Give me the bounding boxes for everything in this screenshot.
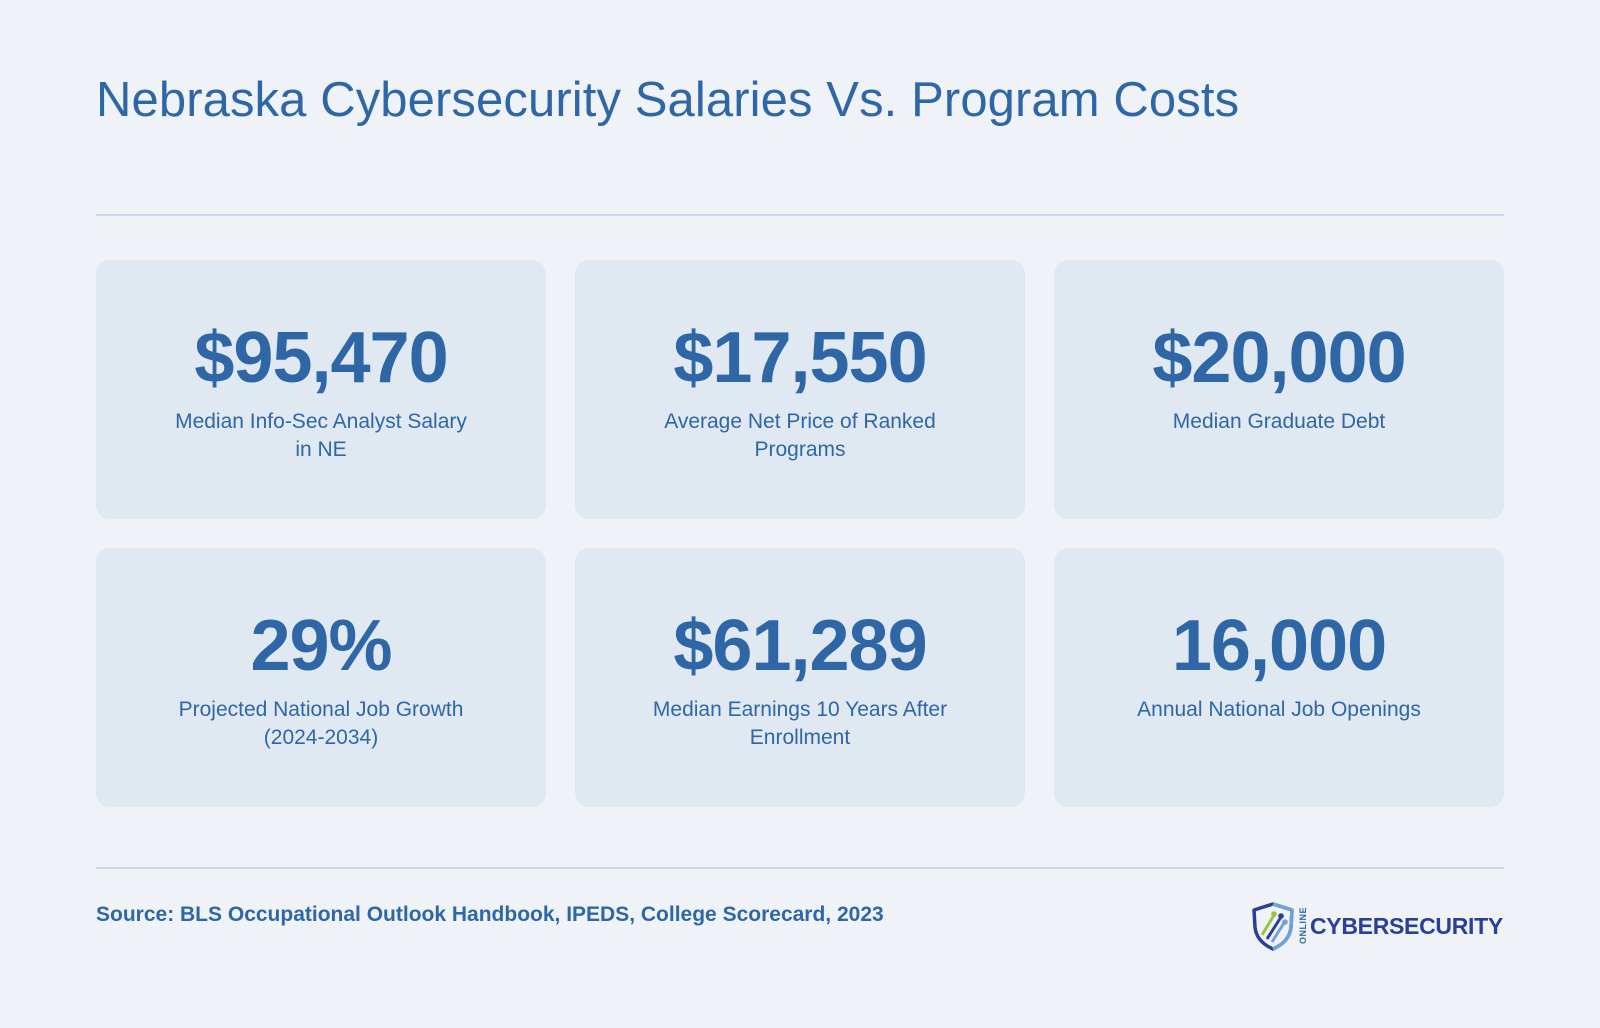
stat-label: Median Graduate Debt [1172, 410, 1386, 433]
stat-value: $95,470 [194, 318, 448, 398]
bottom-divider [96, 867, 1504, 869]
stat-value: $17,550 [673, 318, 927, 398]
stat-value: $20,000 [1152, 318, 1406, 398]
logo-online-text: ONLINE [1298, 907, 1308, 945]
page-title: Nebraska Cybersecurity Salaries Vs. Prog… [96, 73, 1240, 127]
stat-card-median-earnings: $61,289 Median Earnings 10 Years After E… [575, 548, 1025, 807]
stats-grid: $95,470 Median Info-Sec Analyst Salary i… [96, 260, 1504, 807]
top-divider [96, 214, 1504, 216]
stat-value: $61,289 [673, 606, 927, 686]
shield-icon [1252, 902, 1294, 951]
logo-wordmark: CYBERSECURITY [1310, 912, 1503, 939]
stat-label: Projected National Job Growth (2024-2034… [178, 698, 464, 749]
source-note: Source: BLS Occupational Outlook Handboo… [96, 903, 884, 926]
stat-card-job-openings: 16,000 Annual National Job Openings [1054, 548, 1504, 807]
stat-card-job-growth: 29% Projected National Job Growth (2024-… [96, 548, 546, 807]
stat-card-graduate-debt: $20,000 Median Graduate Debt [1054, 260, 1504, 519]
stat-label: Annual National Job Openings [1137, 698, 1421, 721]
stat-card-salary: $95,470 Median Info-Sec Analyst Salary i… [96, 260, 546, 519]
stat-label: Average Net Price of Ranked Programs [664, 410, 936, 461]
stat-value: 29% [250, 606, 392, 686]
stat-label: Median Earnings 10 Years After Enrollmen… [652, 698, 948, 749]
brand-logo[interactable]: ONLINE CYBERSECURITY [1250, 900, 1503, 952]
stat-value: 16,000 [1171, 606, 1387, 686]
stat-card-net-price: $17,550 Average Net Price of Ranked Prog… [575, 260, 1025, 519]
stat-label: Median Info-Sec Analyst Salary in NE [175, 410, 467, 461]
